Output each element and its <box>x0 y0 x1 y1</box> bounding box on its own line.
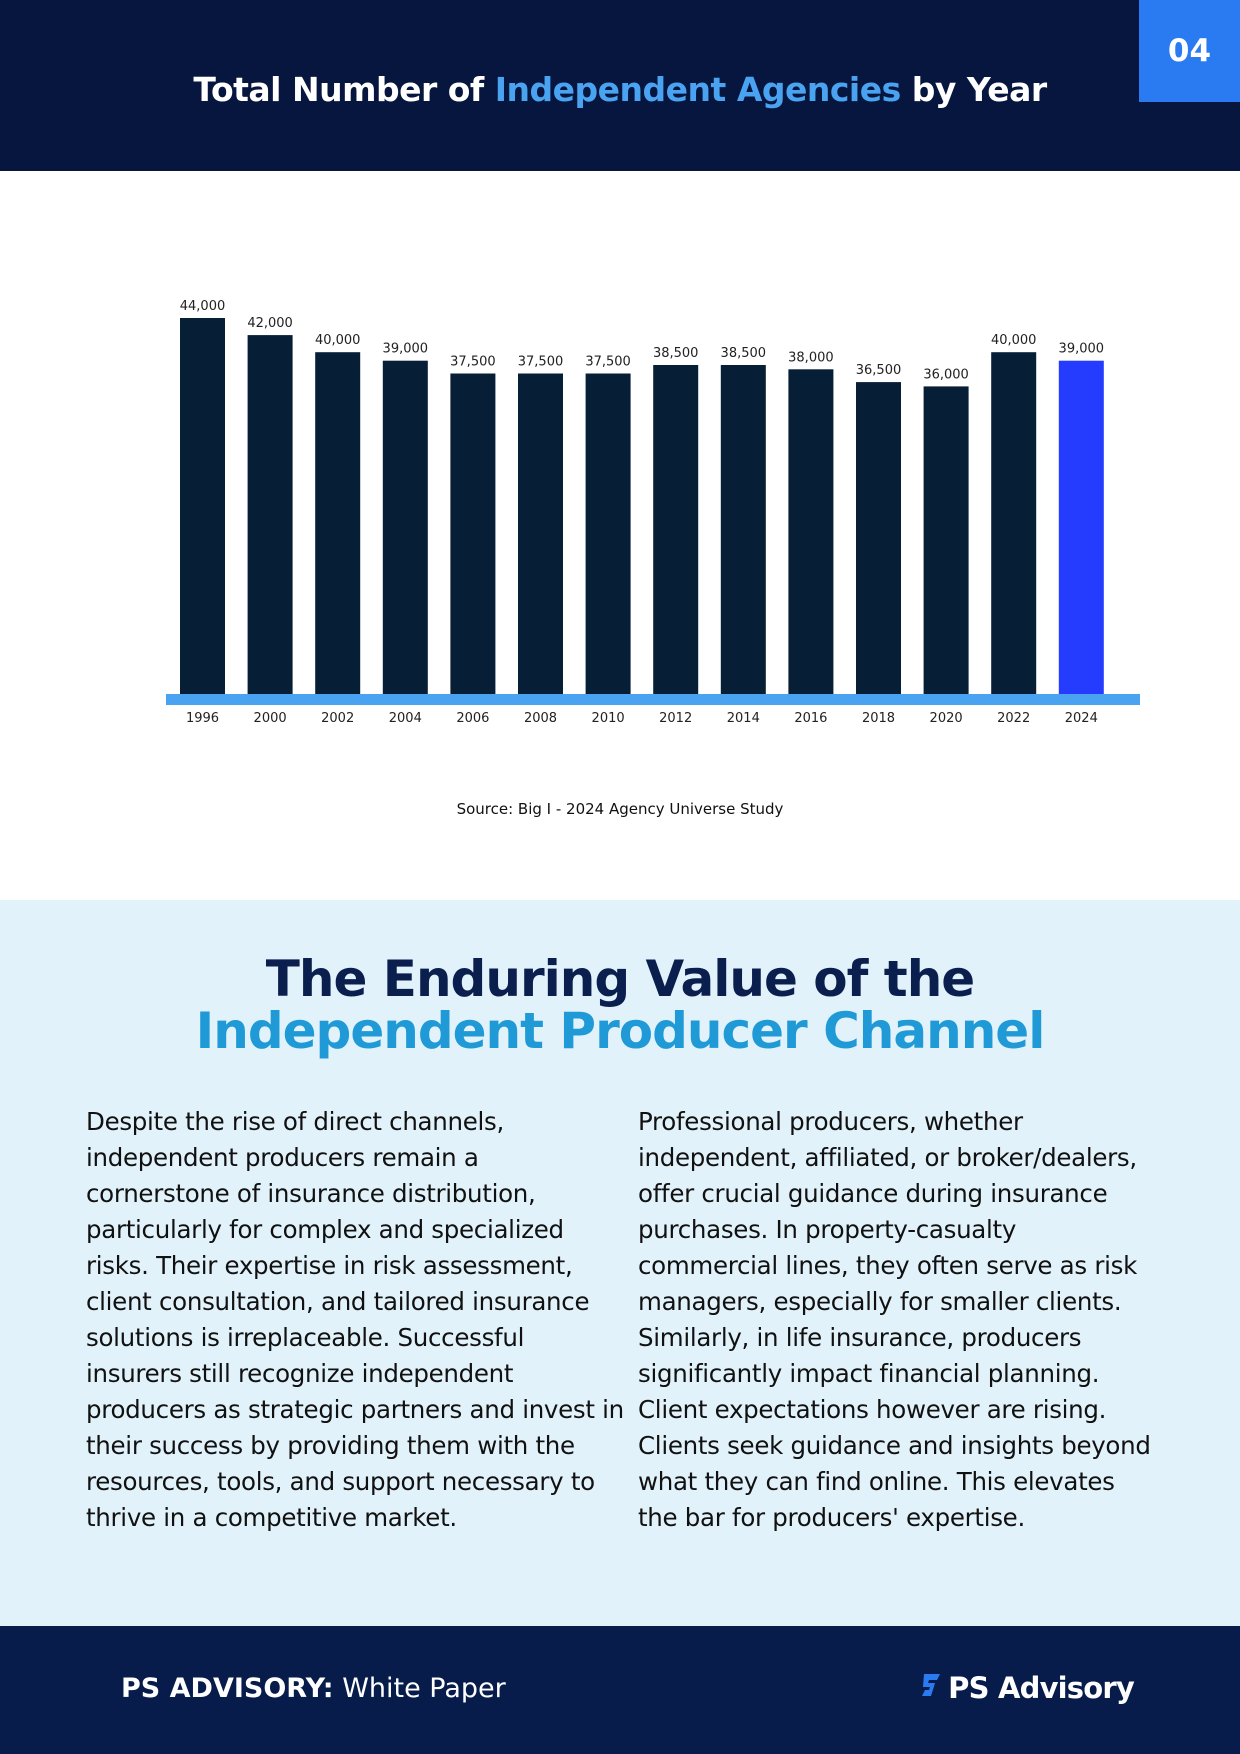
footer-brand: PS ADVISORY: White Paper <box>121 1673 506 1704</box>
x-tick-2016: 2016 <box>794 711 827 726</box>
bar-chart: 44,000 1996 42,000 2000 40,000 2002 39,000 2004… <box>0 171 1240 900</box>
bar-2024 <box>1058 360 1104 694</box>
data-label-2006: 37,500 <box>450 355 496 370</box>
x-tick-2002: 2002 <box>321 711 354 726</box>
chart-source: Source: Big I - 2024 Agency Universe Stu… <box>456 800 784 818</box>
footer-bar: PS ADVISORY: White Paper PS Advisory <box>0 1626 1240 1754</box>
x-tick-1996: 1996 <box>186 711 219 726</box>
bar-2010 <box>585 373 631 694</box>
chart-title: Total Number of Independent Agencies by … <box>0 70 1240 109</box>
bar-2014 <box>720 365 766 694</box>
bar-2018 <box>856 382 901 694</box>
bar-2002 <box>315 352 361 694</box>
content-section: The Enduring Value of the Independent Pr… <box>0 900 1240 1626</box>
data-label-2022: 40,000 <box>991 333 1037 348</box>
x-tick-2020: 2020 <box>930 711 963 726</box>
x-tick-2006: 2006 <box>456 711 489 726</box>
x-tick-2004: 2004 <box>389 711 422 726</box>
data-label-1996: 44,000 <box>180 299 226 314</box>
section-heading-line-2: Independent Producer Channel <box>195 1002 1046 1060</box>
left-paragraph: Despite the rise of direct channels, ind… <box>86 1107 624 1532</box>
data-label-2002: 40,000 <box>315 333 361 348</box>
data-label-2014: 38,500 <box>721 346 767 361</box>
bar-1996 <box>180 318 225 694</box>
data-label-2000: 42,000 <box>247 316 293 331</box>
ps-logo-icon <box>920 1671 942 1705</box>
title-part-1: Total Number of <box>193 70 495 109</box>
data-label-2024: 39,000 <box>1059 342 1105 357</box>
footer-brand-text: White Paper <box>333 1673 506 1704</box>
bar-2022 <box>991 352 1037 694</box>
data-label-2018: 36,500 <box>856 363 902 378</box>
title-accent: Independent Agencies <box>494 70 901 109</box>
x-tick-2014: 2014 <box>727 711 760 726</box>
header-bar: Total Number of Independent Agencies by … <box>0 0 1240 171</box>
x-tick-2024: 2024 <box>1065 711 1098 726</box>
bar-2006 <box>450 373 496 694</box>
ps-advisory-logo: PS Advisory <box>920 1670 1135 1706</box>
bar-2016 <box>788 369 834 694</box>
chart-baseline <box>166 694 1140 705</box>
right-paragraph: Professional producers, whether independ… <box>638 1107 1151 1532</box>
data-label-2016: 38,000 <box>788 350 834 365</box>
section-heading-line-1: The Enduring Value of the <box>265 950 975 1008</box>
x-tick-2000: 2000 <box>254 711 287 726</box>
data-label-2010: 37,500 <box>585 355 631 370</box>
bar-2012 <box>653 365 699 694</box>
data-label-2012: 38,500 <box>653 346 699 361</box>
bar-2008 <box>518 373 563 694</box>
bar-2020 <box>923 386 969 694</box>
footer-brand-bold: PS ADVISORY: <box>121 1673 334 1704</box>
x-tick-2022: 2022 <box>997 711 1030 726</box>
page-number-badge: 04 <box>1139 0 1240 102</box>
logo-text: PS Advisory <box>948 1671 1135 1705</box>
data-label-2020: 36,000 <box>923 367 969 382</box>
bar-chart-svg: 44,000 1996 42,000 2000 40,000 2002 39,000 2004… <box>166 299 1140 726</box>
x-tick-2018: 2018 <box>862 711 895 726</box>
data-label-2008: 37,500 <box>518 355 564 370</box>
x-tick-2010: 2010 <box>592 711 625 726</box>
bar-2004 <box>382 360 428 694</box>
title-part-2: by Year <box>900 70 1047 109</box>
x-tick-2012: 2012 <box>659 711 692 726</box>
bar-2000 <box>247 335 293 694</box>
x-tick-2008: 2008 <box>524 711 557 726</box>
data-label-2004: 39,000 <box>383 342 429 357</box>
